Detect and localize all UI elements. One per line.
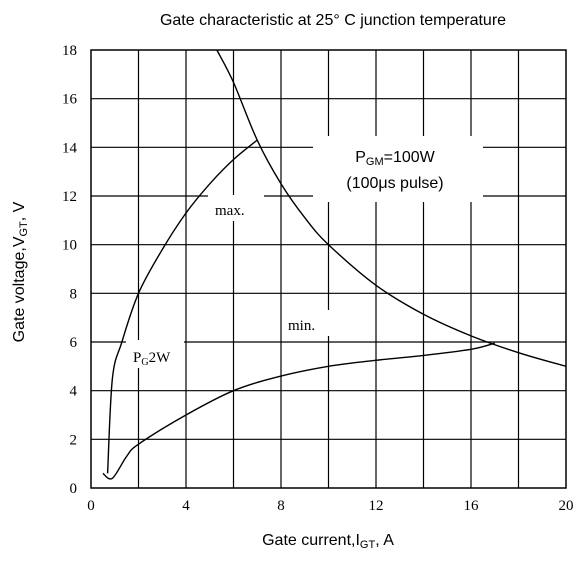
x-axis-label-unit: , A: [375, 532, 394, 549]
max-curve-label: max.: [215, 203, 245, 219]
y-tick-label: 4: [70, 384, 78, 400]
pg-label: PG2W: [133, 350, 171, 368]
x-tick-label: 16: [464, 498, 480, 514]
max-curve: [106, 139, 258, 474]
y-axis-label-sub: GT: [18, 221, 30, 237]
y-axis-label-main: Gate voltage,V: [11, 236, 28, 342]
pgm-curve: [216, 49, 567, 367]
max-label-background: [208, 195, 264, 221]
plot-frame: [90, 49, 567, 489]
x-axis-label-sub: GT: [360, 539, 376, 551]
pgm-pulse-label: (100μs pulse): [346, 175, 443, 192]
pg-label-tail: 2W: [149, 350, 172, 366]
x-tick-label: 20: [559, 498, 574, 514]
series-lines: [102, 49, 567, 480]
y-tick-labels: 0 2 4 6 8 10 12 14 16 18: [62, 43, 78, 497]
x-tick-label: 12: [369, 498, 384, 514]
pg-label-background: [126, 340, 184, 368]
pg-label-sub: G: [141, 357, 148, 368]
y-tick-label: 10: [62, 238, 77, 254]
chart-title: Gate characteristic at 25° C junction te…: [160, 12, 506, 29]
y-axis-label: Gate voltage,VGT, V: [11, 201, 30, 342]
pgm-label-main: P: [355, 149, 366, 166]
min-curve-label: min.: [288, 318, 315, 334]
min-label-background: [282, 310, 336, 336]
x-axis-label: Gate current,IGT, A: [262, 532, 394, 551]
min-curve: [102, 342, 495, 480]
y-tick-label: 8: [70, 286, 78, 302]
x-tick-label: 4: [182, 498, 190, 514]
y-tick-label: 6: [70, 335, 78, 351]
pgm-label-tail: =100W: [384, 149, 436, 166]
y-tick-label: 14: [62, 140, 78, 156]
pgm-label-background: [313, 136, 483, 202]
y-tick-label: 0: [70, 481, 78, 497]
x-tick-labels: 0 4 8 12 16 20: [87, 498, 573, 514]
x-axis-label-main: Gate current,I: [262, 532, 360, 549]
grid-lines: [91, 50, 566, 488]
y-axis-label-unit: , V: [11, 201, 28, 221]
pg-label-main: P: [133, 350, 141, 366]
pgm-label-sub: GM: [366, 156, 384, 168]
y-tick-label: 12: [62, 189, 77, 205]
x-tick-label: 8: [277, 498, 285, 514]
pgm-label: PGM=100W: [355, 149, 435, 168]
y-tick-label: 2: [70, 432, 78, 448]
y-tick-label: 18: [62, 43, 77, 59]
x-tick-label: 0: [87, 498, 95, 514]
y-tick-label: 16: [62, 92, 78, 108]
